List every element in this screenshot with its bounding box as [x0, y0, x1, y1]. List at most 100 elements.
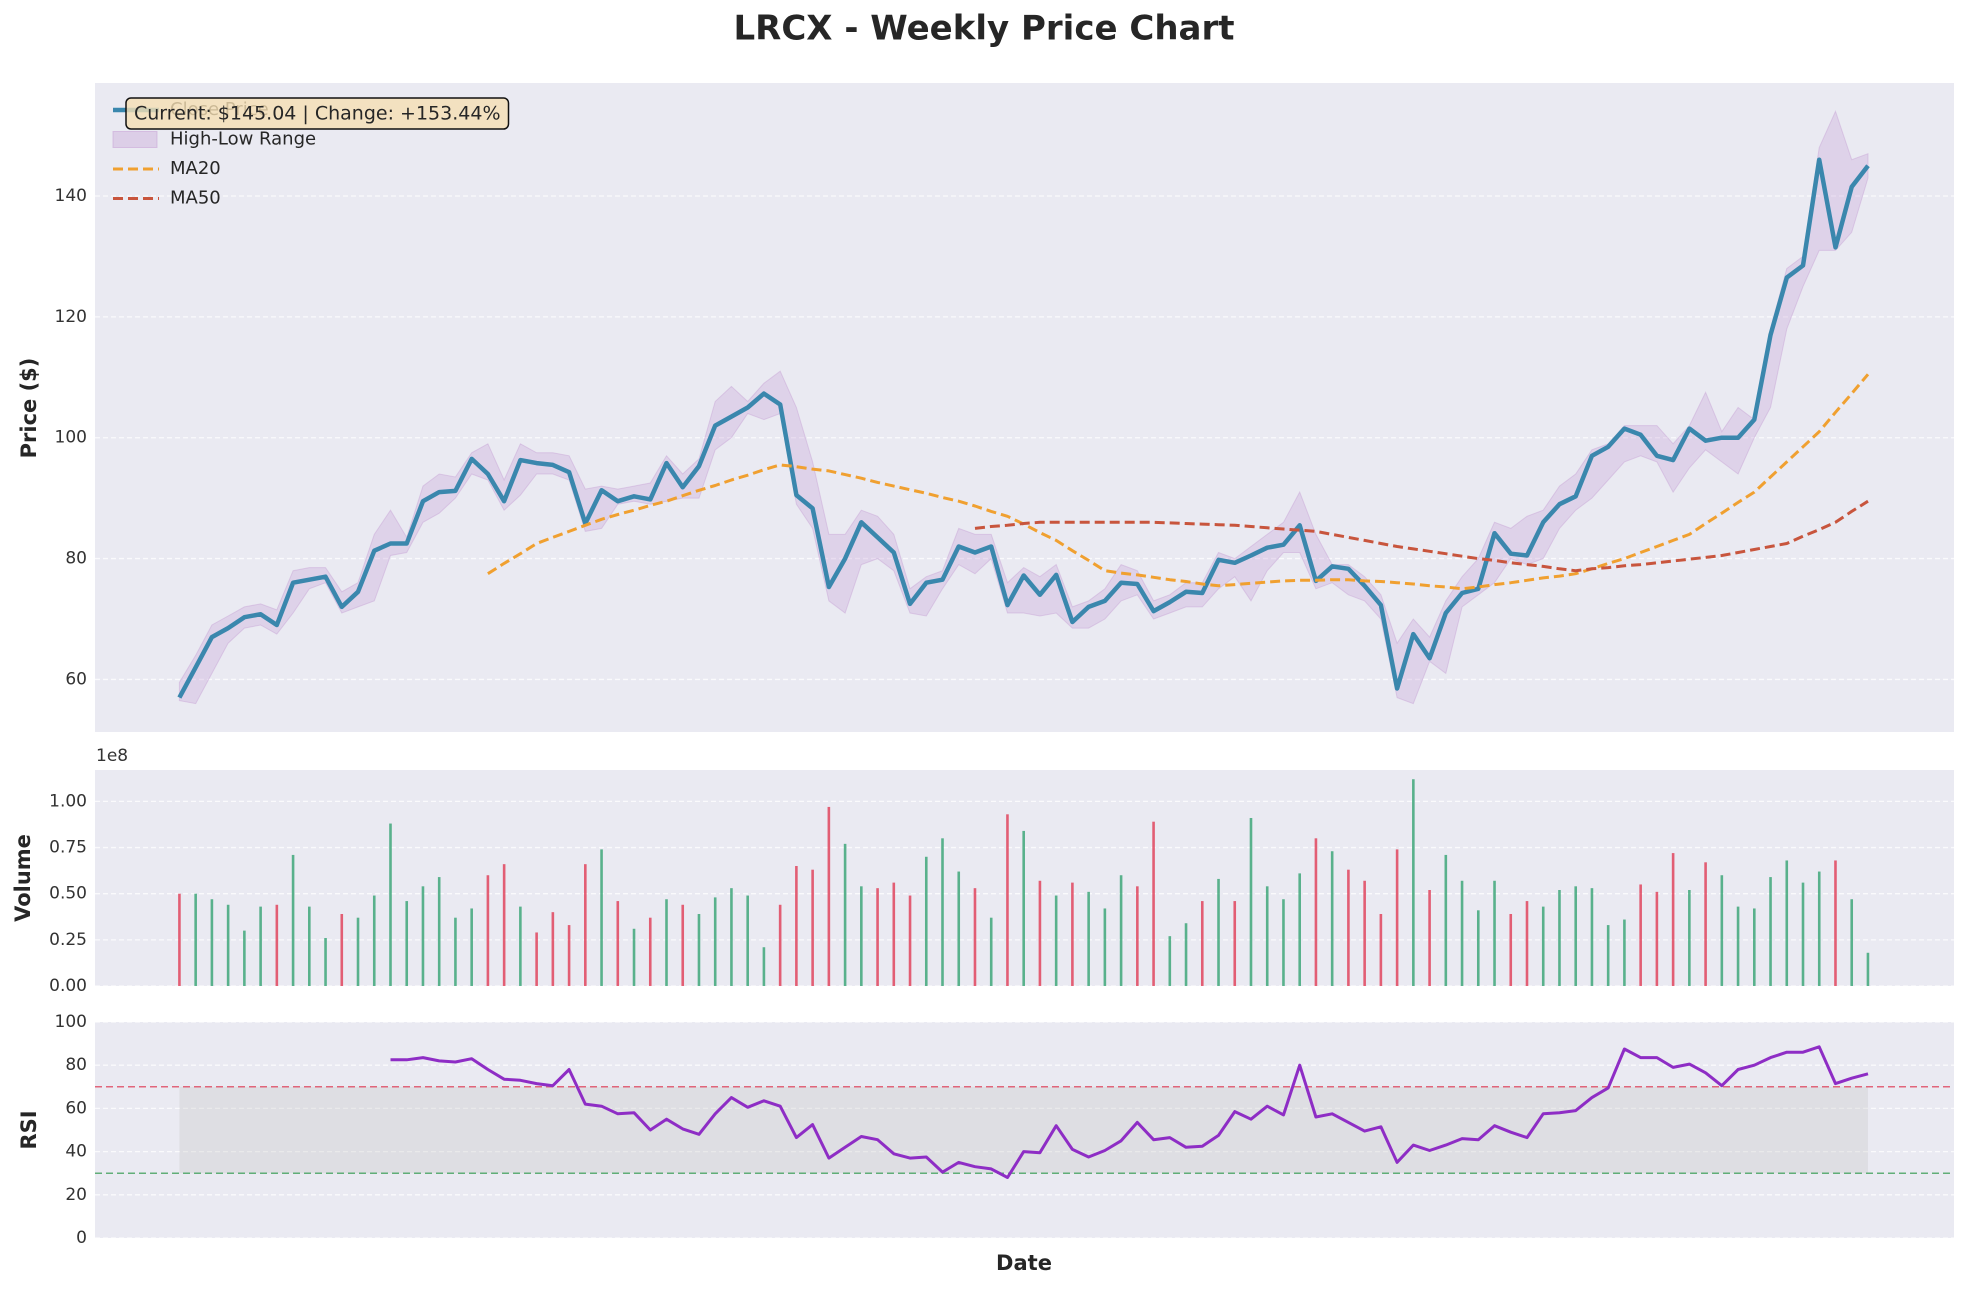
- legend-label: High-Low Range: [170, 129, 316, 150]
- volume-bar: [551, 912, 555, 986]
- volume-bar: [1509, 914, 1513, 986]
- volume-bar: [1558, 890, 1561, 986]
- volume-bar: [616, 901, 620, 986]
- volume-bar: [584, 864, 587, 986]
- volume-bar: [437, 877, 441, 986]
- volume-bar: [1363, 880, 1366, 986]
- volume-bar: [1428, 890, 1431, 986]
- volume-bar: [665, 899, 668, 986]
- volume-bar: [1720, 875, 1724, 986]
- range-band: [178, 110, 1869, 705]
- volume-bar: [486, 875, 490, 986]
- volume-bar: [1850, 899, 1854, 986]
- volume-bar: [1347, 869, 1350, 986]
- volume-bar: [941, 838, 944, 986]
- volume-bar: [1200, 901, 1204, 986]
- volume-bar: [1006, 814, 1009, 986]
- price-line: [487, 373, 1870, 591]
- volume-bar: [243, 930, 246, 986]
- volume-bar: [1298, 873, 1301, 986]
- y-tick-label: 100: [55, 1012, 87, 1032]
- legend-swatch: [112, 131, 158, 148]
- volume-bar: [519, 906, 522, 986]
- volume-bar: [1249, 818, 1253, 986]
- volume-bar: [1688, 890, 1691, 986]
- volume-bar: [730, 888, 733, 986]
- volume-bar: [1574, 886, 1578, 986]
- volume-bar: [535, 932, 538, 986]
- volume-bar: [1119, 875, 1123, 986]
- volume-bar: [1071, 882, 1074, 986]
- y-tick-label: 60: [65, 669, 87, 689]
- volume-bar: [275, 904, 279, 986]
- volume-bar: [1022, 830, 1025, 986]
- volume-bar: [1801, 882, 1805, 986]
- volume-bar: [713, 897, 717, 986]
- volume-bar: [876, 888, 879, 986]
- price-line: [177, 157, 1870, 699]
- y-axis-label: RSI: [17, 1110, 41, 1149]
- y-tick-label: 120: [55, 307, 87, 327]
- volume-bar: [1087, 891, 1090, 986]
- volume-bar: [1330, 851, 1334, 986]
- rsi-line: [390, 1045, 1869, 1179]
- volume-bar: [372, 895, 376, 986]
- y-tick-label: 0: [76, 1228, 87, 1248]
- volume-bar: [1217, 878, 1220, 986]
- volume-bar: [405, 901, 409, 986]
- y-tick-label: 80: [65, 549, 87, 569]
- volume-bar: [1785, 860, 1789, 986]
- plot-area: [95, 83, 1954, 732]
- volume-bar: [389, 823, 392, 986]
- volume-bar: [1493, 880, 1496, 986]
- axis-offset-label: 1e8: [96, 746, 128, 766]
- volume-bar: [843, 843, 847, 986]
- volume-bar: [1817, 871, 1821, 986]
- y-tick-label: 1.00: [49, 791, 87, 811]
- volume-bar: [1655, 891, 1659, 986]
- y-tick-label: 140: [55, 186, 87, 206]
- volume-bar: [324, 938, 327, 986]
- volume-bar: [502, 864, 506, 986]
- legend-label: MA50: [170, 188, 221, 209]
- volume-bar: [291, 854, 295, 986]
- annotation: Current: $145.04 | Change: +153.44%: [125, 97, 510, 130]
- volume-bar: [259, 906, 262, 986]
- volume-bar: [470, 908, 473, 986]
- volume-bar: [1606, 925, 1610, 986]
- volume-bar: [1590, 888, 1594, 986]
- annotation-text: Current: $145.04 | Change: +153.44%: [134, 103, 501, 125]
- volume-bar: [1379, 914, 1383, 986]
- volume-bar: [989, 917, 993, 986]
- volume-bar: [811, 869, 814, 986]
- volume-bar: [1704, 862, 1707, 986]
- y-tick-label: 0.25: [49, 930, 87, 950]
- volume-bar: [827, 806, 831, 986]
- volume-bar: [1152, 821, 1155, 986]
- volume-bar: [778, 904, 782, 986]
- y-tick-label: 0.50: [49, 884, 87, 904]
- y-axis-label: Price ($): [17, 358, 41, 459]
- volume-bar: [1265, 886, 1269, 986]
- volume-bar: [210, 899, 214, 986]
- volume-bar: [1476, 910, 1480, 986]
- neutral-zone: [179, 1086, 1868, 1174]
- volume-bar: [795, 866, 798, 986]
- volume-bar: [697, 914, 701, 986]
- volume-bar: [860, 886, 863, 986]
- volume-bar: [1769, 877, 1772, 986]
- volume-bar: [178, 893, 181, 986]
- volume-bar: [908, 895, 912, 986]
- volume-bar: [600, 849, 603, 986]
- y-tick-label: 0.75: [49, 838, 87, 858]
- volume-bar: [421, 886, 425, 986]
- volume-bar: [1541, 906, 1545, 986]
- volume-bar: [1184, 923, 1188, 986]
- volume-bar: [1395, 849, 1399, 986]
- y-tick-label: 100: [55, 428, 87, 448]
- volume-bar: [1412, 779, 1415, 986]
- volume-bar: [340, 914, 344, 986]
- volume-bar: [681, 904, 685, 986]
- volume-bar: [1460, 880, 1464, 986]
- volume-bar: [892, 882, 896, 986]
